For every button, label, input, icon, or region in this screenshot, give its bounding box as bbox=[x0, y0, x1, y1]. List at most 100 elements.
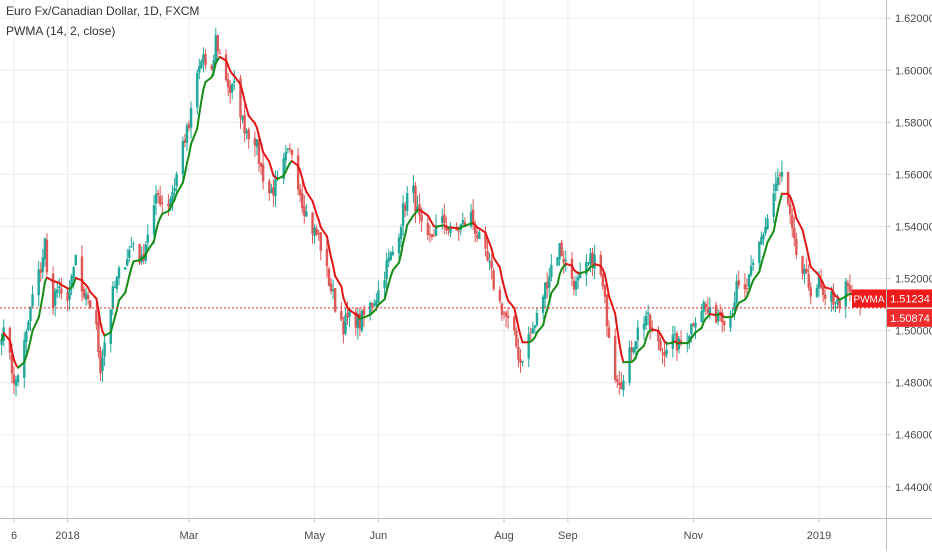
candle-body bbox=[398, 238, 400, 254]
pwma-segment bbox=[506, 294, 508, 300]
pwma-segment bbox=[811, 267, 817, 273]
candle-body bbox=[620, 383, 622, 389]
candle-body bbox=[285, 152, 287, 161]
y-tick-label: 1.58000 bbox=[895, 117, 932, 129]
candle-body bbox=[824, 295, 826, 299]
candle-body bbox=[132, 244, 134, 245]
candle-body bbox=[112, 286, 114, 309]
pwma-segment bbox=[516, 317, 518, 327]
candle-body bbox=[274, 179, 276, 196]
candle-body bbox=[723, 321, 725, 325]
candle-body bbox=[443, 214, 445, 223]
candle-body bbox=[507, 316, 509, 318]
pwma-segment bbox=[803, 230, 805, 239]
candle-body bbox=[608, 327, 610, 338]
candle-body bbox=[272, 187, 274, 195]
candle-body bbox=[614, 336, 616, 380]
candle-body bbox=[801, 256, 803, 274]
candle-body bbox=[558, 243, 560, 259]
candle-body bbox=[153, 205, 155, 234]
candle-body bbox=[793, 228, 795, 238]
pwma-segment bbox=[191, 128, 197, 144]
candle-body bbox=[808, 274, 810, 288]
candle-body bbox=[200, 61, 202, 68]
candle-body bbox=[299, 189, 301, 195]
candle-body bbox=[665, 350, 667, 354]
pwma-segment bbox=[807, 247, 809, 257]
candle-body bbox=[215, 35, 217, 62]
pwma-segment bbox=[761, 257, 763, 264]
pwma-segment bbox=[558, 275, 560, 285]
candle-body bbox=[31, 294, 33, 306]
candle-body bbox=[515, 331, 517, 347]
candle-body bbox=[521, 361, 523, 363]
candle-body bbox=[147, 235, 149, 243]
candle-body bbox=[25, 331, 27, 342]
candle-body bbox=[262, 164, 264, 181]
pwma-segment bbox=[609, 296, 615, 314]
pwma-segment bbox=[156, 223, 158, 231]
candle-body bbox=[766, 219, 768, 229]
pwma-segment bbox=[605, 275, 607, 285]
pwma-segment bbox=[796, 218, 802, 230]
pwma-segment bbox=[545, 310, 547, 317]
candle-body bbox=[332, 290, 334, 292]
pwma-segment bbox=[494, 258, 500, 268]
candle-body bbox=[663, 352, 665, 356]
candle-body bbox=[690, 324, 692, 335]
candle-body bbox=[602, 274, 604, 286]
candle-body bbox=[606, 294, 608, 326]
candle-body bbox=[556, 257, 558, 265]
candle-body bbox=[346, 313, 348, 318]
x-tick-label: Sep bbox=[558, 530, 578, 542]
y-tick-label: 1.62000 bbox=[895, 13, 932, 25]
candle-body bbox=[320, 232, 322, 251]
x-tick-label: May bbox=[304, 530, 325, 542]
candle-body bbox=[746, 288, 748, 289]
candle-body bbox=[573, 281, 575, 290]
candle-body bbox=[705, 304, 707, 307]
y-tick-label: 1.54000 bbox=[895, 221, 932, 233]
pwma-segment bbox=[479, 229, 485, 233]
candle-body bbox=[635, 341, 637, 349]
pwma-segment bbox=[619, 342, 621, 354]
pwma-segment bbox=[261, 144, 263, 153]
candle-body bbox=[637, 327, 639, 340]
candle-body bbox=[17, 375, 19, 382]
pwma-segment bbox=[341, 287, 343, 298]
pwma-segment bbox=[331, 258, 333, 266]
candle-body bbox=[124, 267, 126, 269]
candle-body bbox=[118, 268, 120, 278]
candle-body bbox=[256, 139, 258, 146]
candle-body bbox=[604, 285, 606, 296]
last-price-text: 1.50874 bbox=[890, 313, 930, 325]
candle-body bbox=[258, 139, 260, 164]
pwma-segment bbox=[90, 292, 96, 299]
candle-body bbox=[326, 249, 328, 267]
candle-body bbox=[287, 149, 289, 150]
candle-body bbox=[530, 332, 532, 333]
pwma-segment bbox=[125, 285, 127, 293]
pwma-segment bbox=[547, 302, 549, 310]
pwma-segment bbox=[243, 92, 245, 101]
candle-body bbox=[700, 311, 702, 322]
pwma-segment bbox=[113, 318, 115, 325]
candle-body bbox=[301, 193, 303, 208]
candle-body bbox=[311, 212, 313, 234]
candle-body bbox=[458, 231, 460, 232]
pwma-segment bbox=[638, 346, 644, 352]
pwma-segment bbox=[765, 242, 767, 249]
candle-body bbox=[810, 287, 812, 296]
candle-body bbox=[560, 242, 562, 256]
candle-body bbox=[377, 290, 379, 302]
candle-body bbox=[414, 186, 416, 212]
candle-body bbox=[587, 262, 589, 263]
candle-body bbox=[420, 215, 422, 221]
x-tick-label: Aug bbox=[494, 530, 514, 542]
candle-body bbox=[773, 193, 775, 216]
candle-body bbox=[536, 313, 538, 325]
candle-body bbox=[402, 203, 404, 226]
candle-body bbox=[472, 210, 474, 224]
